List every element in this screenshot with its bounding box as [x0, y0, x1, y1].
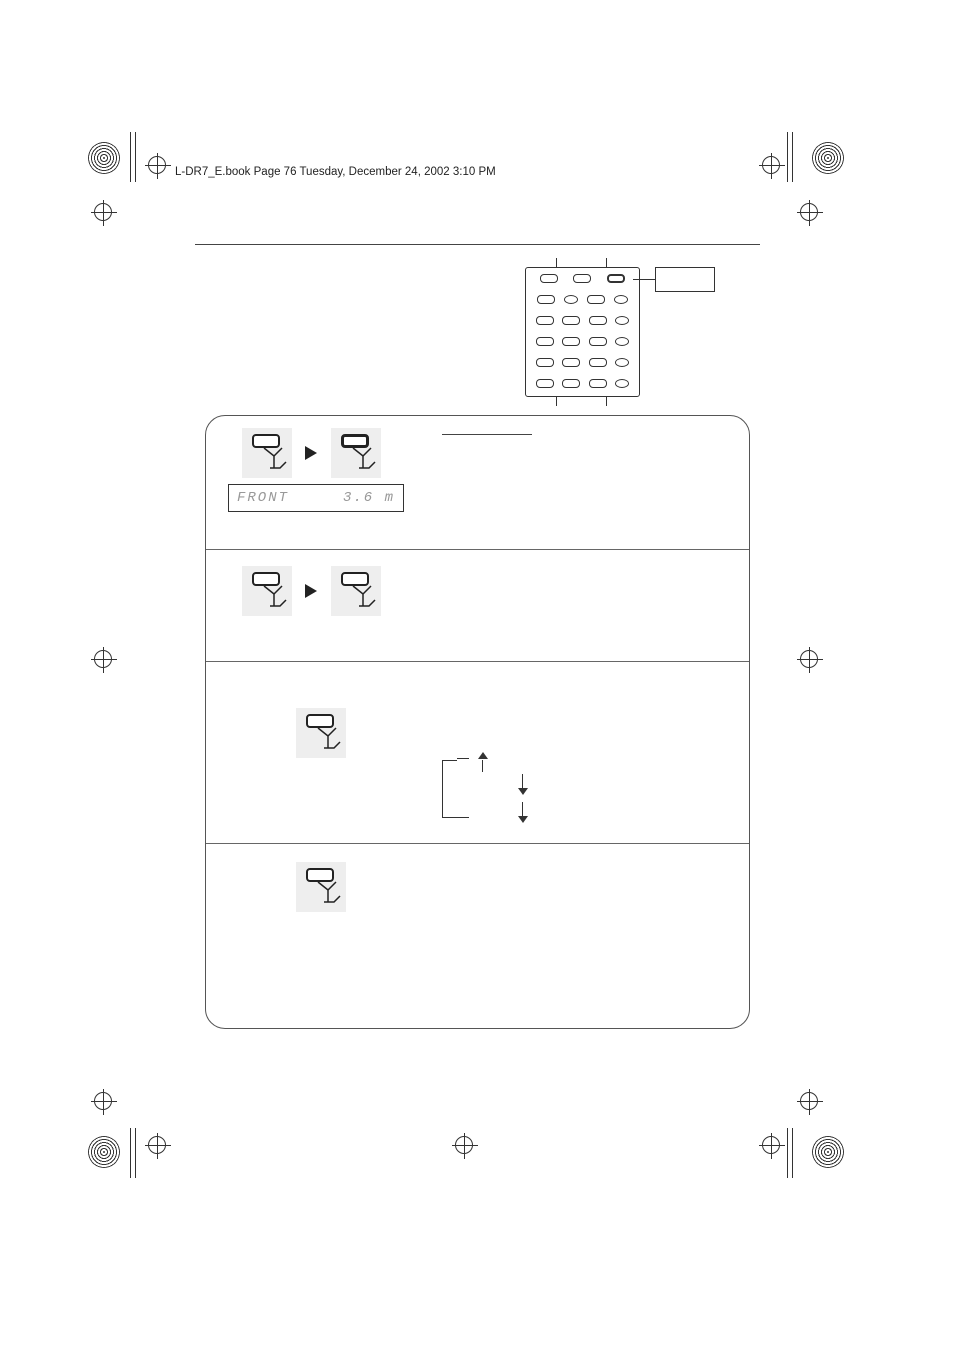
reg-mark-center-left	[94, 650, 112, 668]
bottom-edge-bars-l	[128, 1128, 138, 1181]
press-button-icon-2b	[331, 566, 381, 616]
reg-mark-bottom-center	[455, 1136, 473, 1154]
step-2	[206, 550, 749, 662]
receiver-display: FRONT 3.6 m	[228, 484, 404, 512]
top-edge-bars-r	[785, 132, 795, 185]
arrow-right-icon-2	[305, 584, 317, 598]
press-button-icon-1a	[242, 428, 292, 478]
corner-ornament-br	[812, 1136, 844, 1168]
reg-mark-top-right	[762, 156, 780, 174]
remote-callout-box	[655, 267, 715, 292]
press-button-icon-4	[296, 862, 346, 912]
reg-mark-mid-left	[94, 203, 112, 221]
reg-mark-center-right	[800, 650, 818, 668]
flow-up-line	[482, 760, 483, 772]
arrow-right-icon-1	[305, 446, 317, 460]
step-1: FRONT 3.6 m	[206, 416, 749, 550]
reg-mark-bottom-left	[148, 1136, 166, 1154]
top-edge-bars-l	[128, 132, 138, 185]
reg-mark-bottom-right	[762, 1136, 780, 1154]
remote-callout-line	[633, 279, 655, 280]
remote-body	[525, 267, 640, 397]
corner-ornament-bl	[88, 1136, 120, 1168]
instruction-frame: FRONT 3.6 m	[205, 415, 750, 1029]
bottom-edge-bars-r	[785, 1128, 795, 1181]
step-3	[206, 662, 749, 844]
reg-mark-top-left	[148, 156, 166, 174]
reg-mark-lower-left	[94, 1092, 112, 1110]
flow-up-arrow	[478, 752, 488, 759]
step1-connector-line	[442, 434, 532, 435]
arrow-down-2	[518, 802, 528, 823]
reg-mark-mid-right	[800, 203, 818, 221]
press-button-icon-3	[296, 708, 346, 758]
book-page-info: L-DR7_E.book Page 76 Tuesday, December 2…	[175, 166, 496, 178]
press-button-icon-2a	[242, 566, 292, 616]
heading-underline	[195, 244, 760, 245]
flow-bracket	[442, 760, 457, 818]
arrow-down-1	[518, 774, 528, 795]
press-button-icon-1b	[331, 428, 381, 478]
step-4	[206, 844, 749, 1024]
remote-diagram	[525, 267, 725, 397]
corner-ornament-tl	[88, 142, 120, 174]
display-channel: FRONT	[237, 490, 289, 506]
reg-mark-lower-right	[800, 1092, 818, 1110]
display-distance: 3.6 m	[343, 490, 395, 506]
corner-ornament-tr	[812, 142, 844, 174]
